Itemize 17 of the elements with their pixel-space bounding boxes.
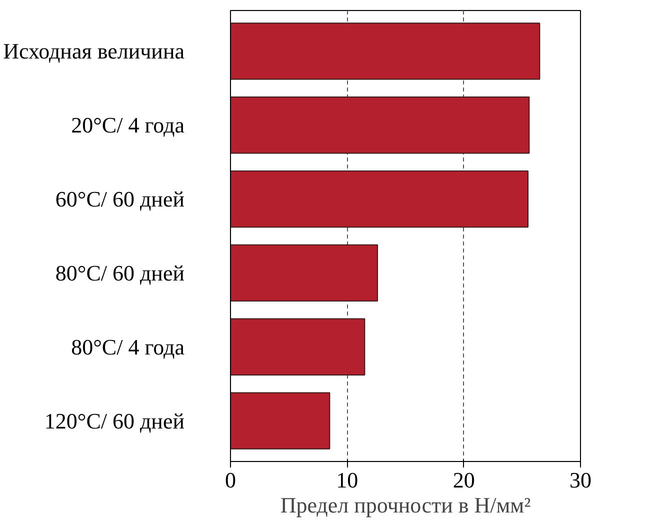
y-tick-label: 60°C/ 60 дней [55, 186, 185, 212]
bar [230, 392, 330, 450]
y-tick-label: 120°C/ 60 дней [44, 408, 185, 434]
y-tick-label: 80°C/ 4 года [71, 334, 185, 360]
x-tick-label: 20 [452, 468, 475, 492]
y-tick-label: Исходная величина [3, 38, 185, 64]
y-tick-label: 20°C/ 4 года [71, 112, 185, 138]
bar [230, 96, 530, 154]
bar [230, 318, 366, 376]
x-tick-label: 10 [336, 468, 358, 492]
bar [230, 22, 540, 80]
bar [230, 170, 528, 228]
x-axis-title: Предел прочности в Н/мм² [280, 492, 532, 518]
y-tick-label: 80°C/ 60 дней [55, 260, 185, 286]
x-tick-label: 30 [570, 468, 592, 492]
x-tick-label: 0 [225, 468, 236, 492]
bar [230, 244, 378, 302]
